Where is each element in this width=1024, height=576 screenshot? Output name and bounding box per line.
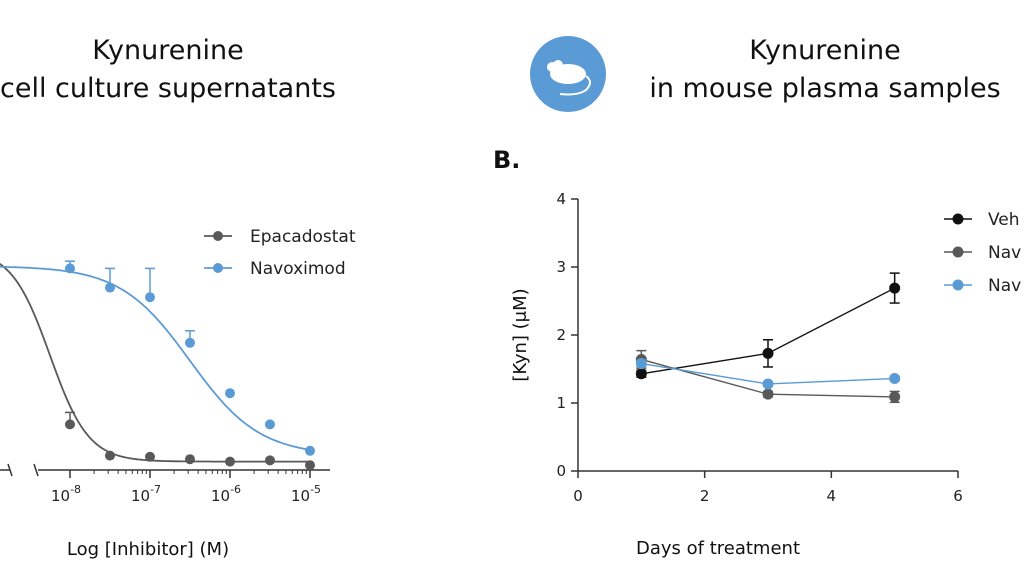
- right-x-axis-label: Days of treatment: [636, 538, 800, 559]
- legend-marker: [952, 213, 964, 225]
- data-point-epacadostat: [305, 460, 315, 471]
- right-y-axis-label: [Kyn] (μM): [510, 288, 531, 381]
- right-title-line2: in mouse plasma samples: [649, 73, 1001, 104]
- legend-label-epacadostat: Epacadostat: [250, 227, 356, 247]
- legend-label: Veh: [988, 210, 1020, 230]
- legend-marker: [213, 231, 223, 241]
- y-tick-label: 4: [556, 190, 566, 208]
- data-point-series-0: [635, 368, 647, 380]
- right-legend: Veh Nav Nav: [944, 210, 1021, 296]
- x-tick-exponent: -8: [70, 483, 81, 496]
- left-chart: 10-8 10-7 10-6 10-5 Log [Inhibitor] (M) Epaca…: [0, 227, 356, 560]
- right-title-line1: Kynurenine: [749, 35, 901, 66]
- data-point-series-1: [889, 391, 901, 403]
- x-tick-label: 6: [953, 487, 963, 505]
- data-point-series-1: [762, 388, 774, 400]
- x-tick-label: 4: [827, 487, 837, 505]
- left-title-line1: Kynurenine: [92, 35, 244, 66]
- data-point-navoximod: [264, 419, 275, 430]
- fit-curve-navoximod: [0, 265, 311, 451]
- data-point-epacadostat: [145, 451, 155, 462]
- x-tick-exponent: -7: [150, 483, 161, 496]
- left-x-axis-label: Log [Inhibitor] (M): [67, 539, 229, 560]
- x-tick-label: 10-7: [131, 483, 161, 505]
- x-axis-break-mark: [33, 463, 39, 477]
- left-chart-title: Kynurenine cell culture supernatants: [0, 32, 348, 108]
- x-tick-exponent: -6: [230, 483, 241, 496]
- right-chart-title: Kynurenine in mouse plasma samples: [630, 32, 1020, 108]
- legend-marker: [213, 263, 223, 273]
- data-point-navoximod: [305, 445, 315, 456]
- data-point-epacadostat: [65, 419, 75, 430]
- x-tick-label: 2: [700, 487, 710, 505]
- x-tick-label: 0: [573, 487, 583, 505]
- legend-label: Nav: [988, 243, 1021, 263]
- data-point-series-2: [762, 378, 774, 390]
- y-tick-label: 1: [556, 394, 566, 412]
- data-point-navoximod: [65, 263, 75, 274]
- right-chart: 0 2 4 6 0 1 2 3 4 Days of treatment [Kyn] (μM) Veh N…: [510, 190, 1021, 559]
- fit-curve-epacadostat: [0, 262, 311, 463]
- data-point-epacadostat: [225, 456, 235, 467]
- y-tick-label: 2: [556, 326, 566, 344]
- data-point-epacadostat: [104, 450, 115, 461]
- legend-label: Nav: [988, 276, 1021, 296]
- data-point-navoximod: [104, 282, 115, 293]
- x-tick-label: 10-5: [291, 483, 321, 505]
- mouse-icon-graphic: [547, 60, 591, 96]
- x-axis-break-mark: [7, 463, 13, 477]
- legend-label-navoximod: Navoximod: [250, 259, 346, 279]
- data-point-navoximod: [145, 292, 155, 303]
- y-tick-label: 0: [556, 462, 566, 480]
- data-point-series-2: [635, 358, 647, 370]
- data-point-epacadostat: [264, 455, 275, 466]
- y-tick-label: 3: [556, 258, 566, 276]
- data-point-series-2: [889, 373, 901, 385]
- data-point-series-0: [762, 347, 774, 359]
- x-tick-exponent: -5: [310, 483, 321, 496]
- legend-marker: [952, 246, 964, 258]
- left-title-line2: cell culture supernatants: [0, 73, 336, 104]
- legend-marker: [952, 279, 964, 291]
- left-legend: Epacadostat Navoximod: [204, 227, 356, 279]
- x-tick-label: 10-6: [211, 483, 241, 505]
- panel-label: B.: [493, 146, 521, 174]
- mouse-icon: [530, 36, 606, 112]
- x-tick-label: 10-8: [51, 483, 81, 505]
- data-point-navoximod: [184, 337, 195, 348]
- data-point-navoximod: [225, 388, 235, 399]
- data-point-epacadostat: [184, 454, 195, 465]
- data-point-series-0: [889, 282, 901, 294]
